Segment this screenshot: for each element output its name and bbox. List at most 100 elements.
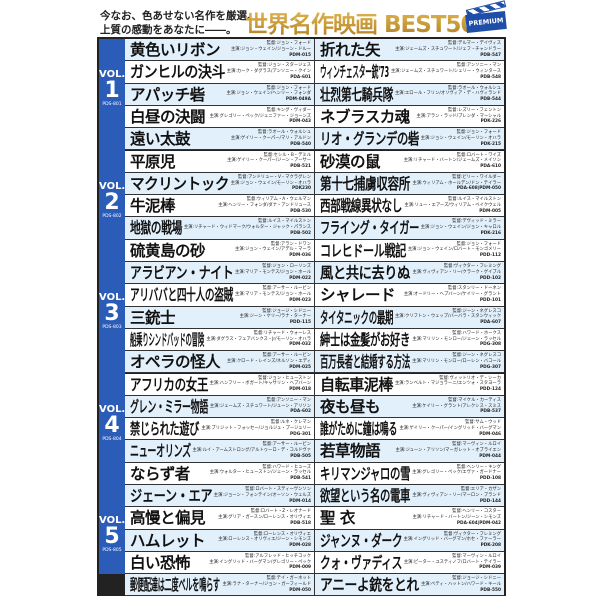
- cast-names: マリリン・モンロー/ジェーン・ラッセル: [422, 336, 501, 342]
- director-line: 監督:アーサー・ルービン: [235, 286, 311, 292]
- movie-credits: 監督:ジョージ・シドニー 主演:ジーン・ケリー/ラナ・ターナー PDD-115: [240, 309, 311, 326]
- movie-title: 壮烈第七騎兵隊: [320, 85, 394, 104]
- product-code: PDK230: [291, 186, 311, 192]
- cast-line: 主演:ベティ・ハットン/ハワード・キール: [421, 582, 501, 588]
- movie-entry: 自転車泥棒 監督:ヴィットリオ・デ・シーカ 主演:ランベルト・マジョラーニ/エンツォ…: [315, 373, 504, 396]
- movie-credits: 監督:ヴィットリオ・デ・シーカ 主演:ランベルト・マジョラーニ/エンツォ・スタヨー…: [395, 376, 501, 393]
- director-line: 監督:キング・ヴィダー: [210, 108, 311, 114]
- cast-line: 主演:ジョン・ウェイン/ロバート・モンゴメリー: [408, 247, 501, 253]
- director-name: ハワード・ホークス: [462, 330, 501, 336]
- cast-names: マリア・モンテス/ジョン・ホール: [245, 269, 311, 275]
- director-label: 監督:: [460, 487, 471, 492]
- cast-names: マリリン・モンロー/ローレン・バコール: [422, 358, 501, 364]
- director-label: 監督:: [452, 576, 463, 582]
- volume-code: PDS-804: [102, 436, 122, 442]
- cast-names: ピーター・ユスティノフ/ロバート・テイラー: [413, 559, 501, 565]
- movie-title: 平原児: [130, 152, 176, 171]
- cast-line: 主演:イングリッド・バーグマン/ホセ・ファーラー: [404, 537, 501, 543]
- movie-title: グレン・ミラー物語: [130, 397, 209, 416]
- movie-credits: 監督:スタンリー・ドーネン 主演:オードリー・ヘプバーン/ケイリー・グラント PDD…: [404, 286, 501, 303]
- cast-names: ヴィヴィアン・リー/クラーク・ゲイブル: [422, 269, 501, 275]
- movie-credits: 監督:ラオール・ウォルシュ 主演:エロール・フリン/オリヴィア・デ・ハヴィランド P…: [395, 86, 501, 103]
- director-line: 監督:アンソニー・マン: [391, 63, 501, 69]
- movie-title: コレヒドール戦記: [320, 241, 407, 260]
- cast-names: ベティ・ハットン/ハワード・キール: [431, 581, 501, 587]
- cast-names: ゲイリー・クーパー/マリ・アルドン: [240, 135, 311, 141]
- movie-entry: クォ・ヴァディス 監督:マーヴィン・ルロイ 主演:ピーター・ユスティノフ/ロバート・…: [315, 551, 504, 575]
- movie-entry: ジェーン・エア 監督:ロバート・スティーヴンソン 主演:ジョーン・フォンテイン/オー…: [125, 485, 315, 508]
- movie-title: 高慢と偏見: [130, 509, 206, 528]
- movie-title: 百万長者と結婚する方法: [320, 353, 411, 372]
- table-row: 高慢と偏見 監督:ロバート・Z・レオナード 主演:グリア・ガースン/ローレンス・オリ…: [125, 507, 504, 530]
- cast-names: ジョン・ウェイン/モーリン・オハラ: [240, 180, 311, 186]
- director-label: 監督:: [246, 197, 257, 203]
- volume-code: PDS-801: [102, 102, 122, 107]
- table-row: 禁じられた遊び 監督:ルネ・クレマン 主演:ブリジット・フォッセー/ジョルジュ・プー…: [125, 418, 504, 441]
- product-code: PDG-308: [480, 342, 501, 348]
- cast-names: ランベルト・マジョラーニ/エンツォ・スタヨーラ: [405, 381, 501, 387]
- movie-entry: 遠い太鼓 監督:ラオール・ウォルシュ 主演:ゲイリー・クーパー/マリ・アルドン PDB…: [125, 128, 315, 151]
- cast-names: リュー・エアーズ/ウィリアム・ベイクウェル: [414, 202, 501, 208]
- movie-title: 地獄の戦場: [130, 219, 183, 238]
- movie-title: 夜も昼も: [320, 397, 381, 416]
- movie-entry: 牛泥棒 監督:ウィリアム・A・ウェルマン 主演:ヘンリー・フォンダ/ダナ・アンドリュ…: [125, 195, 315, 218]
- director-name: ジーン・ネグレスコ: [462, 353, 501, 359]
- movie-credits: 監督:ジョン・フォード 主演:ジョン・ウェイン/モーリン・オハラ PDK-215: [421, 130, 501, 147]
- table-row: アラビアン・ナイト 監督:ジョン・ローリンズ 主演:マリア・モンテス/ジョン・ホール…: [125, 262, 504, 285]
- product-code: PDD-108: [479, 476, 501, 482]
- cast-line: 主演:ゲイリー・クーパー/ジーン・アーサー: [227, 158, 311, 164]
- director-line: 監督:ヴィットリオ・デ・シーカ: [395, 376, 501, 382]
- movie-entry: 平原児 監督:セシル・B・デミル 主演:ゲイリー・クーパー/ジーン・アーサー PDB-…: [125, 150, 315, 173]
- director-line: 監督:テイ・ガーネット: [223, 576, 311, 582]
- cast-names: アラン・ラッド/ブレンダ・マーシャル: [426, 113, 501, 119]
- cast-names: グリア・ガースン/ローレンス・オリヴィエ: [228, 515, 311, 521]
- product-code: PDM-049A: [285, 97, 311, 103]
- cast-line: 主演:ケイリー・グラント/アレクシス・スミス: [412, 404, 501, 410]
- director-name: ハワード・ヒューズ: [272, 464, 311, 470]
- movie-entry: 硫黄島の砂 監督:アラン・ドワン 主演:ジョン・ウェイン/アデル・マーラ PDM-03…: [125, 239, 315, 262]
- movie-entry: ウィンチェスター銃'73 監督:アンソニー・マン 主演:ジェームズ・スチュワート/シ…: [315, 61, 504, 84]
- cast-label: 主演:: [420, 225, 431, 231]
- director-line: 監督:リチャード・ウォーレス: [206, 331, 311, 337]
- director-label: 監督:: [262, 442, 273, 448]
- cast-label: 主演:: [403, 559, 414, 565]
- cast-names: エロール・フリン/オリヴィア・デ・ハヴィランド: [405, 91, 501, 97]
- cast-label: 主演:: [192, 448, 203, 454]
- product-code: PDM-022: [289, 275, 311, 281]
- director-line: 監督:ハワード・ヒューズ: [210, 465, 311, 471]
- volume-prefix: VOL.: [99, 403, 126, 415]
- director-label: 監督:: [447, 286, 459, 292]
- product-code: PDB-541: [290, 476, 311, 482]
- cast-line: 主演:ジェームズ・スチュワート/シェリー・ウィンタース: [391, 69, 501, 75]
- director-label: 監督:: [253, 330, 264, 336]
- director-line: 監督:アーサー・ルービン: [193, 442, 311, 448]
- movie-title: アリババと四十人の盗賊: [130, 286, 234, 305]
- table-row: オペラの怪人 監督:アーサー・ルービン 主演:クロード・レインズ/ネルソン・エディ P…: [125, 351, 504, 374]
- movie-entry: 高慢と偏見 監督:ロバート・Z・レオナード 主演:グリア・ガースン/ローレンス・オリ…: [125, 507, 315, 530]
- movie-entry: 黄色いリボン 監督:ジョン・フォード 主演:ジョン・ウェイン/ジョーン・ドルー PDM…: [125, 39, 315, 62]
- product-code: PDM-028: [289, 543, 311, 549]
- cast-label: 主演:: [391, 69, 402, 75]
- table-row: ならず者 監督:ハワード・ヒューズ 主演:ウォルター・ヒューストン/ジェーン・ラッセ…: [125, 462, 504, 485]
- director-name: ヘンリー・コスター: [462, 509, 501, 515]
- product-code: PDD-101: [479, 297, 501, 303]
- director-name: ジョン・ヒューストン: [268, 375, 311, 381]
- movie-credits: 監督:アラン・ドワン 主演:ジョン・ウェイン/アデル・マーラ PDM-036: [235, 242, 311, 259]
- director-line: 監督:アンソニー・マン: [210, 398, 311, 404]
- director-name: レズリー・フェントン: [458, 107, 501, 113]
- movie-title: ガンヒルの決斗: [130, 63, 226, 82]
- volume-number: 2: [104, 189, 120, 215]
- movie-credits: 監督:ロバート・Z・レオナード 主演:グリア・ガースン/ローレンス・オリヴィエ PD…: [218, 509, 311, 526]
- cast-line: 主演:ヘンリー・フォンダ/ダナ・アンドリュース: [218, 203, 311, 209]
- cast-names: リチャード・ウィドマーク/ウォルター・ジャック・パランス: [193, 225, 311, 231]
- movie-title: 郵便配達は二度ベルを鳴らす: [130, 576, 220, 595]
- director-label: 監督:: [270, 420, 281, 426]
- director-label: 監督:: [443, 264, 454, 269]
- cast-names: ハンフリー・ボガート/キャサリン・ヘプバーン: [219, 381, 311, 387]
- director-label: 監督:: [465, 420, 476, 426]
- product-code: PDG-307: [480, 364, 501, 370]
- cast-label: 主演:: [235, 247, 246, 253]
- table-row: 地獄の戦場 監督:ルイス・マイルストン 主演:リチャード・ウィドマーク/ウォルター・…: [125, 217, 504, 240]
- cast-label: 主演:: [394, 91, 406, 97]
- movie-entry: グレン・ミラー物語 監督:アンソニー・マン 主演:ジェームズ・スチュワート/ジューン…: [125, 395, 315, 419]
